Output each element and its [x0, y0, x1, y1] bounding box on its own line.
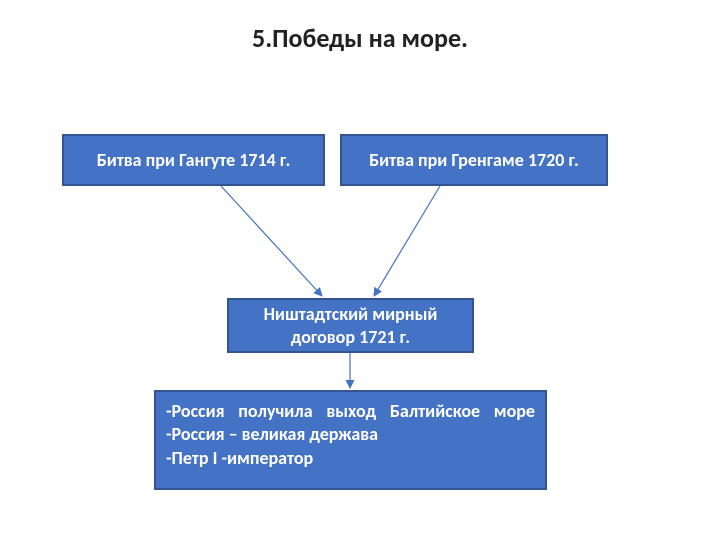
outcome-line: -Петр I -император — [166, 447, 535, 470]
outcome-line: -Россия – великая держава — [166, 423, 535, 446]
box-outcomes: -Россия получила выход Балтийское море-Р… — [154, 390, 547, 490]
outcome-line: -Россия получила выход Балтийское море — [166, 400, 535, 423]
box-treaty: Ништадтский мирный договор 1721 г. — [227, 298, 474, 353]
slide-canvas: 5.Победы на море. Битва при Гангуте 1714… — [0, 0, 720, 540]
arrow — [221, 186, 322, 296]
arrow — [374, 186, 440, 296]
box-battle-gangut: Битва при Гангуте 1714 г. — [62, 134, 325, 186]
slide-title: 5.Победы на море. — [0, 22, 720, 54]
box-battle-grengam: Битва при Гренгаме 1720 г. — [340, 134, 608, 186]
